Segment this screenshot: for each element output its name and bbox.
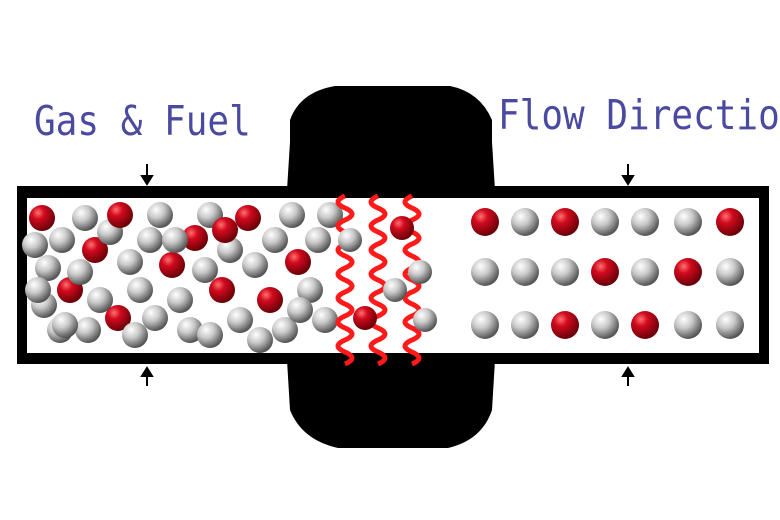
molecule xyxy=(674,208,702,236)
molecule xyxy=(67,259,93,285)
molecule xyxy=(674,311,702,339)
molecule xyxy=(75,317,101,343)
molecule xyxy=(305,227,331,253)
molecule xyxy=(471,311,499,339)
molecule xyxy=(159,252,185,278)
magnet-block xyxy=(287,86,495,448)
molecule xyxy=(591,258,619,286)
molecule xyxy=(716,311,744,339)
molecule xyxy=(22,232,48,258)
molecule xyxy=(317,202,343,228)
molecule xyxy=(338,228,362,252)
molecule xyxy=(511,208,539,236)
molecule xyxy=(471,208,499,236)
heat-wave xyxy=(335,193,355,367)
flow-arrow-icon xyxy=(140,164,635,386)
molecule xyxy=(122,322,148,348)
molecule xyxy=(551,258,579,286)
molecule xyxy=(147,202,173,228)
molecule xyxy=(262,227,288,253)
molecule xyxy=(197,322,223,348)
molecule xyxy=(127,277,153,303)
molecule xyxy=(511,311,539,339)
molecule xyxy=(297,277,323,303)
molecule xyxy=(551,311,579,339)
molecule xyxy=(272,317,298,343)
molecule xyxy=(631,208,659,236)
molecule xyxy=(177,317,203,343)
molecule xyxy=(87,287,113,313)
molecule xyxy=(383,278,407,302)
molecule xyxy=(716,208,744,236)
molecule xyxy=(287,297,313,323)
molecule xyxy=(35,255,61,281)
aligned-molecules xyxy=(471,208,744,339)
molecule xyxy=(29,205,55,231)
molecule xyxy=(72,205,98,231)
molecule xyxy=(162,227,188,253)
molecule xyxy=(674,258,702,286)
clustered-molecules xyxy=(22,202,343,353)
molecule xyxy=(413,308,437,332)
molecule xyxy=(279,202,305,228)
molecule xyxy=(137,227,163,253)
molecule xyxy=(142,305,168,331)
molecule xyxy=(182,225,208,251)
molecule xyxy=(117,249,143,275)
molecule xyxy=(192,257,218,283)
molecule xyxy=(471,258,499,286)
molecule xyxy=(631,258,659,286)
molecule xyxy=(167,287,193,313)
molecule xyxy=(408,260,432,284)
transition-molecules xyxy=(338,216,437,332)
molecule xyxy=(257,287,283,313)
molecule xyxy=(631,311,659,339)
molecule xyxy=(551,208,579,236)
molecule xyxy=(235,205,261,231)
heat-wave xyxy=(368,193,388,367)
molecule xyxy=(591,311,619,339)
molecule xyxy=(227,307,253,333)
molecule xyxy=(591,208,619,236)
molecule xyxy=(390,216,414,240)
molecule xyxy=(105,305,131,331)
molecule xyxy=(247,327,273,353)
molecule xyxy=(242,252,268,278)
molecule xyxy=(52,312,78,338)
molecule xyxy=(511,258,539,286)
molecule xyxy=(285,249,311,275)
molecule xyxy=(716,258,744,286)
molecule xyxy=(312,307,338,333)
molecule xyxy=(353,306,377,330)
gas-fuel-label: Gas & Fuel xyxy=(34,98,251,146)
molecule xyxy=(217,237,243,263)
molecule xyxy=(82,237,108,263)
molecule xyxy=(107,202,133,228)
flow-direction-label: Flow Direction xyxy=(498,92,780,140)
molecule xyxy=(49,227,75,253)
molecule xyxy=(209,277,235,303)
molecule xyxy=(212,217,238,243)
molecule xyxy=(25,277,51,303)
